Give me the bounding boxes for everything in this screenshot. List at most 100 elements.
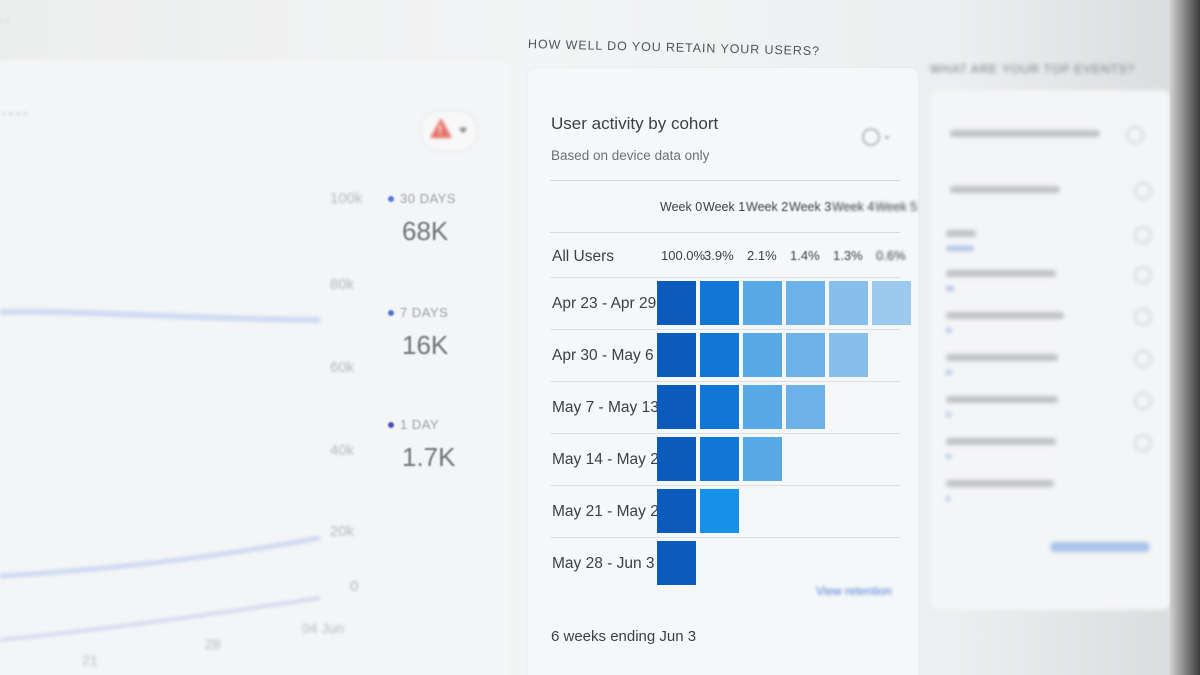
top-events-card [930,90,1170,610]
event-name [946,438,1056,445]
cohort-cell[interactable] [829,281,868,325]
week-header: Week 3 [789,200,832,214]
week-header: Week 4 [832,200,875,214]
info-icon [1134,182,1152,200]
cohort-cell[interactable] [700,489,739,533]
x-axis-tick: 28 [205,636,221,652]
legend-dot-icon [388,421,394,428]
event-bar [946,246,974,251]
cohort-cell[interactable] [657,437,696,481]
all-users-percentage: 100.0% [661,248,706,263]
y-axis-tick: 0 [350,578,359,595]
event-name [946,480,1054,487]
event-bar [946,328,952,333]
card-title: User activity by cohort [551,114,719,133]
cohort-cell[interactable] [700,333,739,377]
info-icon [1134,350,1152,368]
y-axis-tick: 20k [330,523,355,540]
legend-dot-icon [388,309,394,316]
cohort-cell[interactable] [657,385,696,429]
cohort-cell[interactable] [743,333,782,377]
view-events-link[interactable] [1050,542,1150,552]
event-name [946,312,1064,319]
cohort-card: User activity by cohort Based on device … [528,68,918,675]
right-section-heading: WHAT ARE YOUR TOP EVENTS? [930,62,1135,76]
cohort-cell[interactable] [786,385,825,429]
metric-label: 30 DAYS [400,191,457,206]
section-heading: HOW WELL DO YOU RETAIN YOUR USERS? [527,37,821,59]
y-axis-tick: 100k [330,190,363,207]
line-30-days [0,308,321,323]
cohort-cell[interactable] [743,281,782,325]
row-divider [550,537,900,538]
card-subtitle: Based on device data only [551,148,710,163]
left-card-title: ···· [0,100,30,125]
cohort-row-label: Apr 30 - May 6 [552,347,654,364]
x-axis-tick: 21 [82,652,98,668]
all-users-label: All Users [552,248,615,265]
info-icon [1134,392,1152,410]
info-icon [1134,226,1152,244]
cohort-row-label: May 21 - May 27 [552,503,668,520]
monitor-bezel [1170,0,1200,675]
cohort-cell[interactable] [743,437,782,481]
cohort-cell[interactable] [657,541,696,585]
info-icon [1134,308,1152,326]
row-divider [550,485,900,486]
divider [550,180,900,181]
cohort-cell[interactable] [829,333,868,377]
warning-triangle-icon [430,118,452,138]
cohort-cell[interactable] [657,489,696,533]
event-bar [946,412,951,417]
metric-value: 68K [402,216,449,246]
cohort-row-label: Apr 23 - Apr 29 [552,295,657,312]
active-users-card: ··· ···· [0,10,510,675]
week-header: Week 2 [746,200,789,214]
event-name [946,230,976,237]
all-users-percentage: 2.1% [747,248,777,263]
week-header: Week 5 [875,200,918,214]
y-axis-tick: 80k [330,276,355,293]
cohort-row-label: May 7 - May 13 [552,399,659,416]
metric-value: 16K [402,330,449,360]
placeholder-text [950,130,1100,137]
y-axis-tick: 60k [330,359,355,376]
all-users-percentage: 3.9% [704,248,734,263]
event-name [946,396,1058,403]
alert-dropdown-button[interactable] [420,110,478,152]
event-bar [946,496,950,501]
cohort-cell[interactable] [786,333,825,377]
cohort-cell[interactable] [700,385,739,429]
info-icon [1134,266,1152,284]
metric-30-days: 30 DAYS 68K [388,190,456,247]
check-circle-icon [862,128,880,146]
x-axis-tick: 04 Jun [302,620,345,636]
divider [550,232,900,233]
row-divider [550,277,900,278]
info-icon [1126,126,1144,144]
event-bar [946,454,951,459]
y-axis-tick: 40k [330,442,355,459]
cohort-cell[interactable] [700,281,739,325]
cohort-cell[interactable] [786,281,825,325]
cohort-cell[interactable] [700,437,739,481]
all-users-percentage: 1.3% [833,248,863,263]
metric-label: 7 DAYS [400,305,449,320]
card-options-button[interactable] [858,124,898,154]
event-name [946,270,1056,277]
cohort-cell[interactable] [657,333,696,377]
week-header: Week 0 [660,200,703,214]
placeholder-text [950,186,1060,193]
view-retention-link[interactable]: View retention [816,584,892,598]
metric-value: 1.7K [402,442,456,472]
cohort-cell[interactable] [743,385,782,429]
row-divider [550,433,900,434]
week-header: Week 1 [703,200,746,214]
row-divider [550,329,900,330]
cohort-row-label: May 14 - May 20 [552,451,668,468]
cohort-cell[interactable] [872,281,911,325]
left-card-header-label: ··· [0,10,10,32]
legend-dot-icon [388,195,394,202]
cohort-cell[interactable] [657,281,696,325]
